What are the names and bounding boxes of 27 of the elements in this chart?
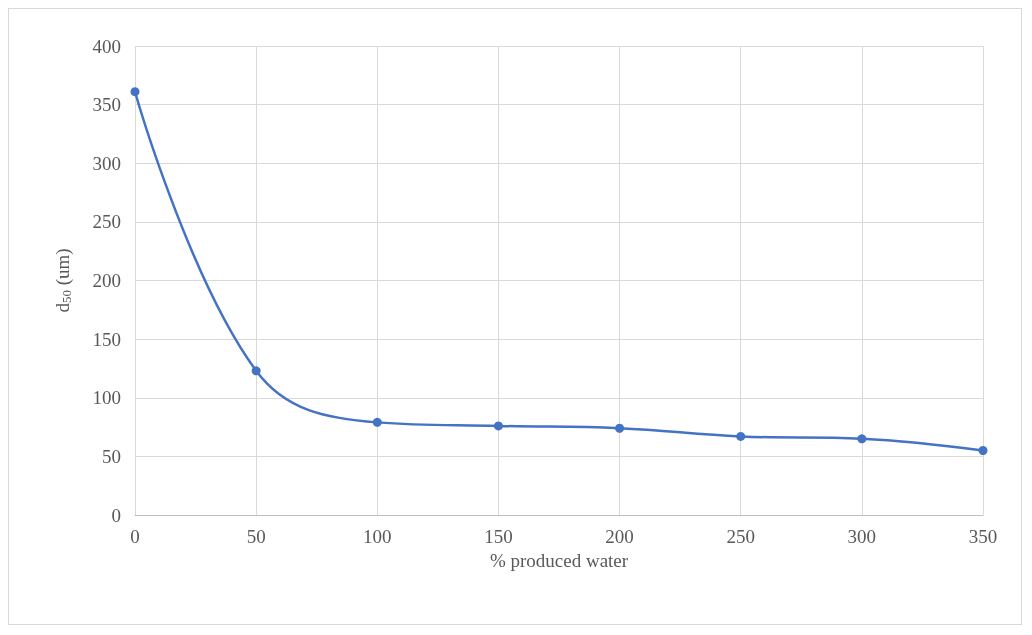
- y-axis-title: d50 (um): [52, 248, 74, 313]
- y-tick-label: 350: [92, 94, 121, 116]
- point: [493, 421, 503, 431]
- y-tick-label: 0: [111, 504, 121, 526]
- x-tick-label: 300: [847, 526, 877, 547]
- y-tick-label: 250: [92, 211, 121, 233]
- point: [130, 87, 140, 97]
- point: [615, 423, 625, 433]
- y-tick-label: 150: [92, 328, 121, 350]
- x-tick-label: 350: [968, 526, 998, 547]
- point: [978, 446, 988, 456]
- y-tick-label: 400: [92, 35, 121, 57]
- point: [736, 431, 746, 441]
- y-tick-label: 200: [92, 270, 121, 291]
- x-tick-label: 150: [484, 526, 513, 547]
- x-tick-label: 200: [605, 526, 634, 547]
- y-tick-label: 100: [92, 387, 121, 409]
- point: [251, 366, 261, 376]
- x-tick-label: 0: [130, 526, 140, 547]
- point: [372, 417, 382, 427]
- x-tick-label: 50: [246, 526, 266, 547]
- point: [857, 434, 867, 444]
- y-tick-label: 50: [102, 445, 121, 467]
- x-axis-title: % produced water: [489, 549, 629, 571]
- y-tick-label: 300: [92, 152, 121, 174]
- x-tick-label: 250: [726, 526, 755, 547]
- x-tick-label: 100: [363, 526, 392, 547]
